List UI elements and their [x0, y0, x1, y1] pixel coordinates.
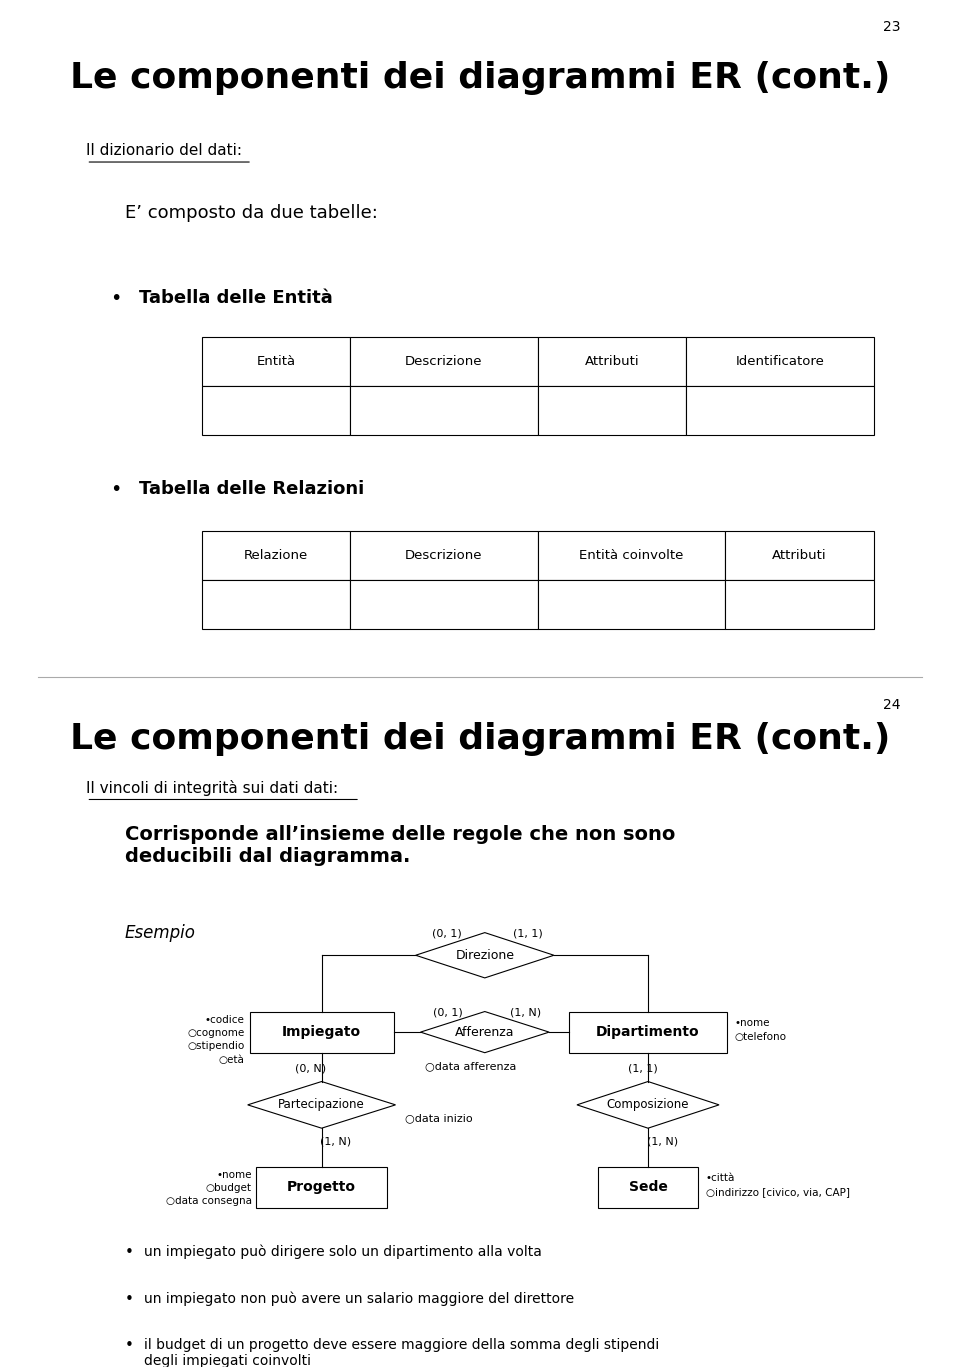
Text: (1, N): (1, N) [510, 1007, 540, 1017]
Text: Le componenti dei diagrammi ER (cont.): Le componenti dei diagrammi ER (cont.) [70, 722, 890, 756]
Text: 24: 24 [883, 699, 900, 712]
Bar [538, 530, 725, 580]
Text: Entità: Entità [256, 355, 296, 368]
Text: Progetto: Progetto [287, 1180, 356, 1195]
Bar [350, 580, 538, 629]
Bar [256, 1166, 387, 1208]
Text: Afferenza: Afferenza [455, 1025, 515, 1039]
Text: (0, 1): (0, 1) [432, 928, 461, 939]
Text: •: • [110, 290, 122, 309]
Text: Il dizionario del dati:: Il dizionario del dati: [86, 144, 242, 159]
Text: (1, N): (1, N) [647, 1136, 678, 1147]
Polygon shape [420, 1012, 549, 1053]
Bar [538, 385, 686, 435]
Bar [686, 338, 874, 385]
Text: •: • [110, 480, 122, 499]
Text: •codice
○cognome
○stipendio
○età: •codice ○cognome ○stipendio ○età [187, 1014, 245, 1065]
Text: (1, 1): (1, 1) [629, 1064, 658, 1073]
Bar [538, 580, 725, 629]
Text: 23: 23 [883, 21, 900, 34]
Text: •città
○indirizzo [civico, via, CAP]: •città ○indirizzo [civico, via, CAP] [706, 1173, 850, 1196]
Polygon shape [416, 932, 554, 977]
Polygon shape [577, 1081, 719, 1128]
Text: Impiegato: Impiegato [282, 1025, 361, 1039]
Bar [725, 580, 874, 629]
Text: Attributi: Attributi [585, 355, 639, 368]
Text: Dipartimento: Dipartimento [596, 1025, 700, 1039]
Text: (1, 1): (1, 1) [514, 928, 542, 939]
Text: Corrisponde all’insieme delle regole che non sono
deducibili dal diagramma.: Corrisponde all’insieme delle regole che… [125, 824, 675, 865]
Text: Entità coinvolte: Entità coinvolte [579, 550, 684, 562]
Text: Tabella delle Entità: Tabella delle Entità [139, 290, 333, 308]
Text: (0, 1): (0, 1) [434, 1007, 463, 1017]
Text: (1, N): (1, N) [321, 1136, 351, 1147]
Text: un impiegato non può avere un salario maggiore del direttore: un impiegato non può avere un salario ma… [144, 1292, 574, 1305]
Text: •: • [125, 1245, 134, 1260]
Text: E’ composto da due tabelle:: E’ composto da due tabelle: [125, 204, 377, 223]
Text: Direzione: Direzione [455, 949, 515, 962]
Bar [350, 338, 538, 385]
Bar [725, 530, 874, 580]
Bar [202, 580, 350, 629]
Bar [686, 385, 874, 435]
Bar [350, 385, 538, 435]
Text: ○data afferenza: ○data afferenza [424, 1061, 516, 1070]
Text: il budget di un progetto deve essere maggiore della somma degli stipendi
degli i: il budget di un progetto deve essere mag… [144, 1338, 660, 1367]
Text: Relazione: Relazione [244, 550, 308, 562]
Text: ○data inizio: ○data inizio [405, 1114, 472, 1124]
Bar [598, 1166, 698, 1208]
Text: Descrizione: Descrizione [405, 550, 483, 562]
Text: Il vincoli di integrità sui dati dati:: Il vincoli di integrità sui dati dati: [86, 781, 339, 796]
Text: •: • [125, 1338, 134, 1353]
Text: Partecipazione: Partecipazione [278, 1098, 365, 1111]
Bar [350, 530, 538, 580]
Text: Le componenti dei diagrammi ER (cont.): Le componenti dei diagrammi ER (cont.) [70, 62, 890, 96]
Text: Composizione: Composizione [607, 1098, 689, 1111]
Bar [202, 530, 350, 580]
Text: un impiegato può dirigere solo un dipartimento alla volta: un impiegato può dirigere solo un dipart… [144, 1245, 541, 1259]
Bar [202, 338, 350, 385]
Text: •nome
○budget
○data consegna: •nome ○budget ○data consegna [165, 1170, 252, 1207]
Text: •nome
○telefono: •nome ○telefono [734, 1018, 786, 1042]
Bar [202, 385, 350, 435]
Text: Sede: Sede [629, 1180, 667, 1195]
Bar [538, 338, 686, 385]
Text: (0, N): (0, N) [295, 1064, 325, 1073]
Polygon shape [248, 1081, 396, 1128]
Bar [569, 1012, 727, 1053]
Text: Identificatore: Identificatore [735, 355, 825, 368]
Text: •: • [125, 1292, 134, 1307]
Text: Attributi: Attributi [772, 550, 827, 562]
Text: Esempio: Esempio [125, 924, 196, 942]
Text: Descrizione: Descrizione [405, 355, 483, 368]
Text: Tabella delle Relazioni: Tabella delle Relazioni [139, 480, 365, 498]
Bar [250, 1012, 394, 1053]
